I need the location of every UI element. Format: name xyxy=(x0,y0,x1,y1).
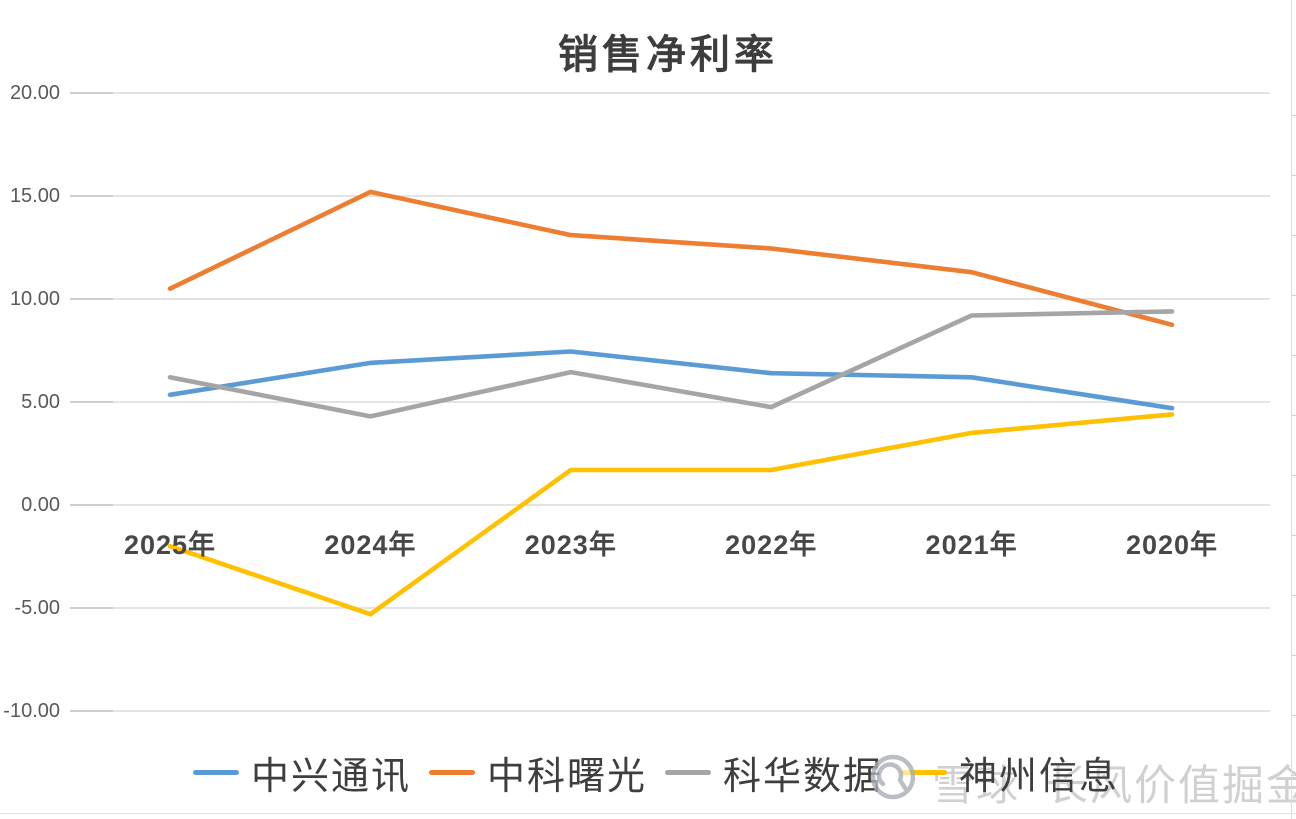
right-border-tick xyxy=(1291,535,1296,536)
series-line-神州信息 xyxy=(167,412,1175,617)
right-border-tick xyxy=(1291,235,1296,236)
xueqiu-logo-icon xyxy=(870,754,916,800)
right-border-tick xyxy=(1291,415,1296,416)
legend-swatch xyxy=(665,769,712,775)
legend-swatch xyxy=(193,769,239,775)
series-line-科华数据 xyxy=(167,309,1175,419)
watermark-brand-text: 雪球 xyxy=(932,761,1021,810)
series-line-中兴通讯 xyxy=(167,349,1175,411)
right-border-tick xyxy=(1291,295,1296,296)
right-border-tick xyxy=(1291,115,1296,116)
legend-item-中科曙光: 中科曙光 xyxy=(429,745,647,800)
legend: 中兴通讯 中科曙光 科华数据 神州信息 xyxy=(193,748,1137,798)
legend-swatch xyxy=(429,769,476,775)
y-axis-tick-label: 20.00 xyxy=(9,82,60,104)
y-axis-tick-label: 5.00 xyxy=(21,391,60,413)
right-border-line xyxy=(1291,0,1292,819)
bottom-border-line xyxy=(0,813,1296,814)
legend-swatch xyxy=(901,769,948,775)
legend-label: 中科曙光 xyxy=(487,753,648,798)
legend-label: 神州信息 xyxy=(959,753,1120,798)
legend-item-中兴通讯: 中兴通讯 xyxy=(193,745,411,800)
series-line-中科曙光 xyxy=(167,189,1175,328)
y-axis-tick-label: 10.00 xyxy=(9,288,60,310)
y-axis-tick-label: -5.00 xyxy=(14,597,60,619)
right-border-tick xyxy=(1291,475,1296,476)
right-border-tick xyxy=(1291,775,1296,776)
watermark-account-text: 长风价值掘金 xyxy=(1046,761,1296,810)
legend-label: 科华数据 xyxy=(723,753,884,798)
x-axis-label: 2025年 xyxy=(123,530,217,560)
y-axis-tick-label: 15.00 xyxy=(9,185,60,207)
x-axis-label: 2023年 xyxy=(524,530,617,560)
x-axis-label: 2021年 xyxy=(925,530,1018,560)
y-axis-tick-label: -10.00 xyxy=(3,700,60,722)
right-border-tick xyxy=(1291,175,1296,176)
right-border-tick xyxy=(1291,655,1296,656)
right-border-tick xyxy=(1291,715,1296,716)
legend-item-科华数据: 科华数据 xyxy=(665,745,883,800)
x-axis-label: 2020年 xyxy=(1125,530,1219,560)
x-axis-label: 2022年 xyxy=(725,530,818,560)
chart-title: 销售净利率 xyxy=(558,31,778,78)
legend-item-神州信息: 神州信息 xyxy=(901,745,1119,800)
x-axis-label: 2024年 xyxy=(324,530,417,560)
y-axis-tick-label: 0.00 xyxy=(21,494,60,516)
right-border-tick xyxy=(1291,595,1296,596)
legend-label: 中兴通讯 xyxy=(251,753,412,798)
right-border-tick xyxy=(1291,355,1296,356)
